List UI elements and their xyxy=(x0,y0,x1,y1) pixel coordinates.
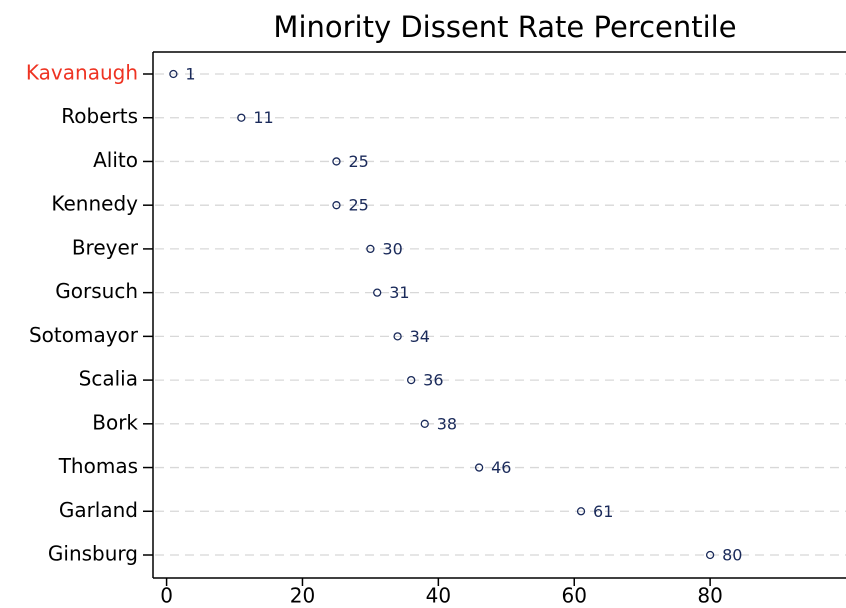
x-tick-label: 40 xyxy=(426,584,451,608)
value-label: 25 xyxy=(348,196,368,215)
x-tick-label: 20 xyxy=(290,584,315,608)
dot xyxy=(420,419,429,428)
value-label: 46 xyxy=(491,458,511,477)
y-tick-label: Breyer xyxy=(72,235,139,259)
value-label: 38 xyxy=(437,414,457,433)
value-label: 1 xyxy=(185,65,195,84)
y-tick-label: Gorsuch xyxy=(55,279,138,303)
y-tick-label: Sotomayor xyxy=(29,323,139,347)
chart-title: Minority Dissent Rate Percentile xyxy=(273,10,736,44)
y-tick-label: Ginsburg xyxy=(48,542,138,566)
y-tick-label: Scalia xyxy=(79,367,138,391)
value-label: 11 xyxy=(253,108,273,127)
dot xyxy=(373,288,382,297)
y-tick-label: Thomas xyxy=(58,454,138,478)
y-tick-label: Roberts xyxy=(61,104,138,128)
y-tick-label: Kennedy xyxy=(51,192,138,216)
dot xyxy=(332,201,341,210)
value-label: 30 xyxy=(382,239,402,258)
dot xyxy=(366,244,375,254)
dot xyxy=(576,507,586,516)
value-label: 36 xyxy=(423,371,443,390)
dot xyxy=(407,375,416,385)
x-tick-label: 60 xyxy=(562,584,587,608)
dot xyxy=(237,113,246,122)
y-tick-label: Kavanaugh xyxy=(26,61,138,85)
value-label: 34 xyxy=(410,327,430,346)
y-tick-label: Garland xyxy=(59,498,138,522)
value-label: 31 xyxy=(389,283,409,302)
dot xyxy=(393,332,402,341)
x-tick-label: 0 xyxy=(160,584,173,608)
y-tick-label: Bork xyxy=(92,410,138,434)
dot xyxy=(169,69,178,79)
y-tick-label: Alito xyxy=(93,148,138,172)
dot xyxy=(474,463,484,472)
value-label: 25 xyxy=(348,152,368,171)
value-label: 61 xyxy=(593,502,613,521)
value-label: 80 xyxy=(722,546,742,565)
x-tick-label: 80 xyxy=(697,584,722,608)
dot xyxy=(332,157,341,166)
dot xyxy=(705,550,715,560)
